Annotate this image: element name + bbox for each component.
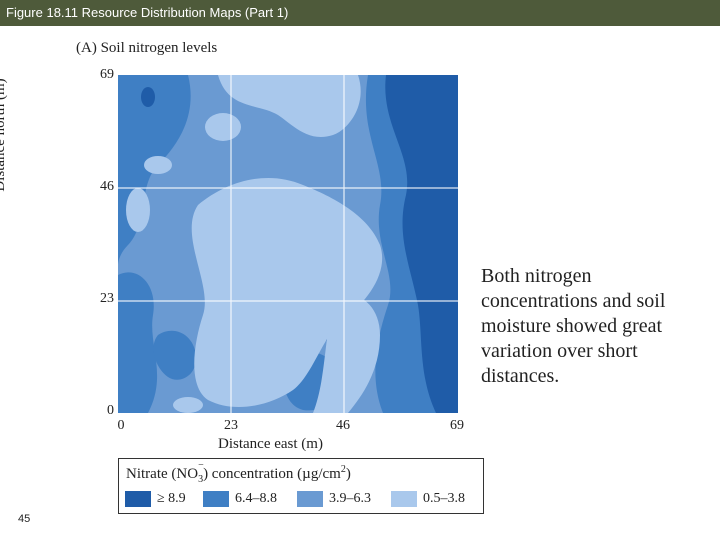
legend-title: Nitrate (NO3−) concentration (µg/cm2) — [126, 460, 351, 485]
map-legend: Nitrate (NO3−) concentration (µg/cm2) ≥ … — [118, 458, 484, 514]
y-tick-46: 46 — [100, 179, 114, 194]
x-tick-69: 69 — [450, 418, 464, 433]
y-tick-23: 23 — [100, 291, 114, 306]
slide-title-bar: Figure 18.11 Resource Distribution Maps … — [0, 0, 720, 26]
legend-swatch — [125, 491, 151, 507]
legend-label: 0.5–3.8 — [423, 491, 465, 506]
y-tick-69: 69 — [100, 67, 114, 82]
legend-label: ≥ 8.9 — [157, 491, 186, 506]
x-axis-label: Distance east (m) — [218, 436, 323, 452]
legend-swatch — [297, 491, 323, 507]
legend-swatch — [391, 491, 417, 507]
x-tick-46: 46 — [336, 418, 350, 433]
slide-number: 45 — [18, 513, 31, 525]
y-axis-label: Distance north (m) — [0, 78, 8, 192]
x-tick-0: 0 — [117, 418, 125, 433]
contour-level-0-5-3-8 — [126, 75, 383, 413]
x-tick-23: 23 — [224, 418, 238, 433]
soil-nitrogen-map — [118, 75, 458, 413]
slide-title: Figure 18.11 Resource Distribution Maps … — [6, 5, 289, 20]
panel-label: (A) Soil nitrogen levels — [76, 40, 218, 56]
y-tick-0: 0 — [107, 403, 114, 418]
slide-body-text: Both nitrogen concentrations and soil mo… — [481, 265, 666, 387]
legend-label: 6.4–8.8 — [235, 491, 277, 506]
legend-swatch — [203, 491, 229, 507]
map-grid — [118, 75, 458, 413]
legend-label: 3.9–6.3 — [329, 491, 371, 506]
